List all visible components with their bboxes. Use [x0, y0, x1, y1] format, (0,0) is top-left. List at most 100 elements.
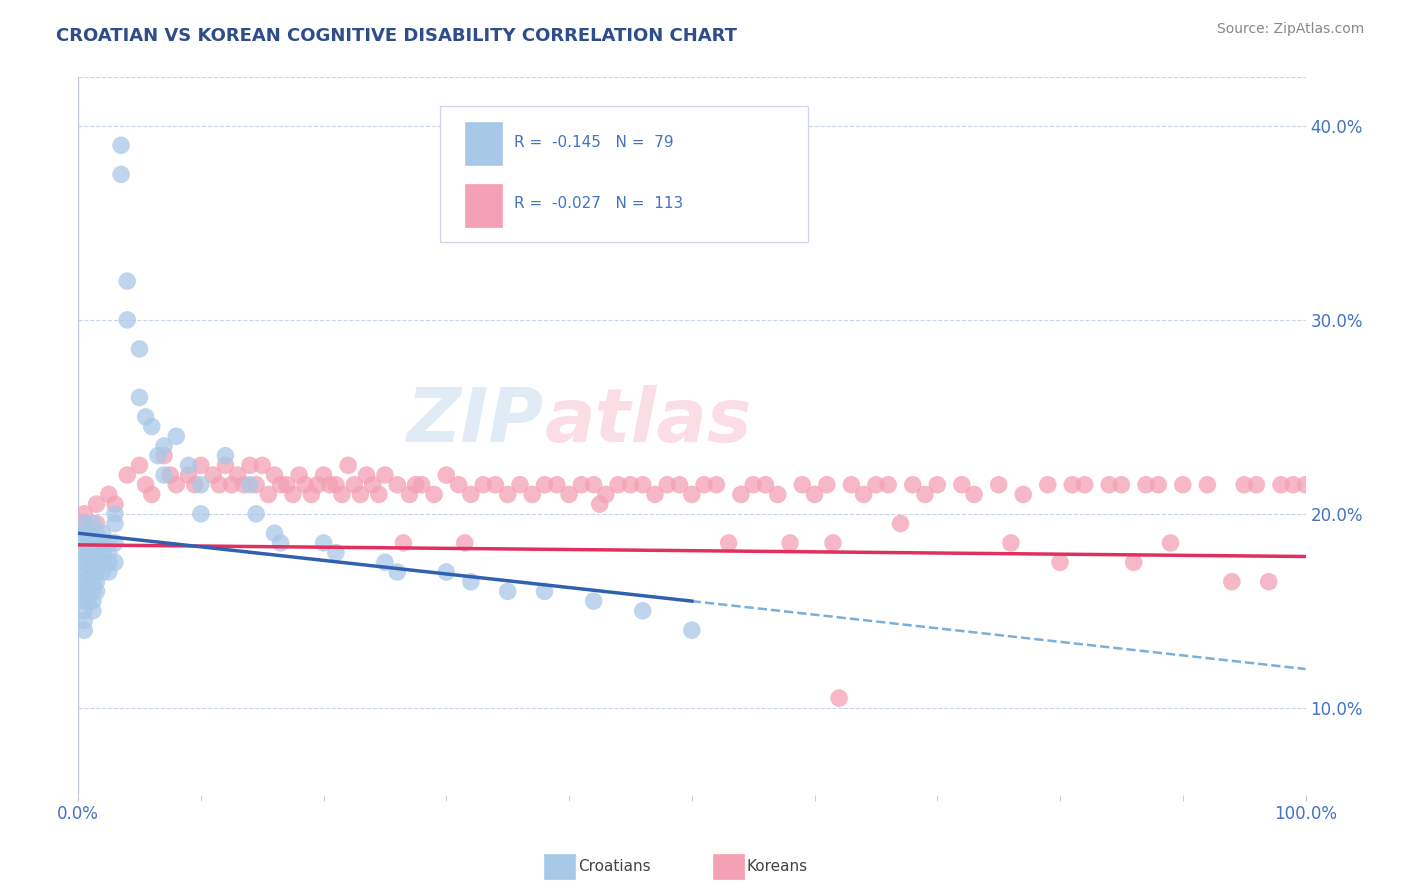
- Point: [307, 477, 329, 491]
- Point: [239, 458, 262, 473]
- Point: [841, 477, 863, 491]
- Point: [533, 584, 555, 599]
- Point: [1246, 477, 1268, 491]
- Point: [128, 342, 150, 356]
- Point: [73, 594, 96, 608]
- Point: [779, 536, 801, 550]
- Point: [754, 477, 776, 491]
- Point: [202, 468, 225, 483]
- Point: [257, 487, 280, 501]
- Point: [104, 536, 127, 550]
- Point: [742, 477, 765, 491]
- Point: [82, 594, 104, 608]
- Point: [582, 477, 605, 491]
- Point: [325, 477, 347, 491]
- Point: [86, 555, 108, 569]
- Point: [77, 594, 100, 608]
- Point: [221, 477, 243, 491]
- Point: [294, 477, 316, 491]
- Point: [434, 468, 457, 483]
- Point: [582, 594, 605, 608]
- Point: [77, 584, 100, 599]
- Point: [1000, 536, 1022, 550]
- Point: [270, 477, 292, 491]
- Point: [214, 449, 236, 463]
- Point: [343, 477, 366, 491]
- Point: [128, 391, 150, 405]
- Point: [1036, 477, 1059, 491]
- Point: [115, 274, 138, 288]
- Point: [668, 477, 690, 491]
- Point: [165, 429, 187, 443]
- Point: [91, 526, 114, 541]
- Point: [1270, 477, 1292, 491]
- Point: [86, 526, 108, 541]
- Point: [110, 138, 132, 153]
- Point: [91, 555, 114, 569]
- Point: [496, 487, 519, 501]
- Point: [1073, 477, 1095, 491]
- Point: [865, 477, 887, 491]
- Point: [533, 477, 555, 491]
- Point: [1098, 477, 1121, 491]
- Point: [288, 468, 311, 483]
- Bar: [465, 122, 502, 165]
- Point: [73, 526, 96, 541]
- Point: [792, 477, 814, 491]
- Point: [104, 555, 127, 569]
- Point: [82, 565, 104, 579]
- Point: [1062, 477, 1084, 491]
- Point: [86, 584, 108, 599]
- Point: [110, 168, 132, 182]
- Point: [97, 487, 120, 501]
- Point: [86, 565, 108, 579]
- Point: [1049, 555, 1071, 569]
- Point: [177, 458, 200, 473]
- Point: [97, 565, 120, 579]
- Point: [104, 516, 127, 531]
- Point: [82, 574, 104, 589]
- Point: [963, 487, 986, 501]
- Point: [927, 477, 949, 491]
- Point: [330, 487, 353, 501]
- Point: [1282, 477, 1305, 491]
- Point: [91, 536, 114, 550]
- Text: Croatians: Croatians: [578, 859, 651, 873]
- Point: [398, 487, 420, 501]
- Point: [73, 565, 96, 579]
- Point: [589, 497, 612, 511]
- Point: [631, 477, 654, 491]
- Point: [460, 574, 482, 589]
- Point: [263, 526, 285, 541]
- Point: [619, 477, 641, 491]
- Point: [349, 487, 371, 501]
- Point: [1220, 574, 1243, 589]
- Point: [165, 477, 187, 491]
- Point: [730, 487, 752, 501]
- Point: [681, 487, 703, 501]
- Point: [73, 624, 96, 638]
- Point: [146, 449, 169, 463]
- Point: [281, 487, 304, 501]
- Point: [325, 546, 347, 560]
- Point: [356, 468, 378, 483]
- Point: [82, 516, 104, 531]
- Point: [214, 458, 236, 473]
- Point: [252, 458, 274, 473]
- Point: [115, 468, 138, 483]
- Point: [312, 536, 335, 550]
- Point: [546, 477, 568, 491]
- Point: [411, 477, 433, 491]
- Point: [141, 487, 163, 501]
- Point: [104, 507, 127, 521]
- Point: [73, 574, 96, 589]
- Point: [1233, 477, 1256, 491]
- Text: R =  -0.145   N =  79: R = -0.145 N = 79: [513, 135, 673, 150]
- Point: [135, 409, 157, 424]
- Point: [644, 487, 666, 501]
- Point: [423, 487, 446, 501]
- Point: [766, 487, 789, 501]
- Text: ZIP: ZIP: [408, 385, 544, 458]
- Point: [1111, 477, 1133, 491]
- Point: [1197, 477, 1219, 491]
